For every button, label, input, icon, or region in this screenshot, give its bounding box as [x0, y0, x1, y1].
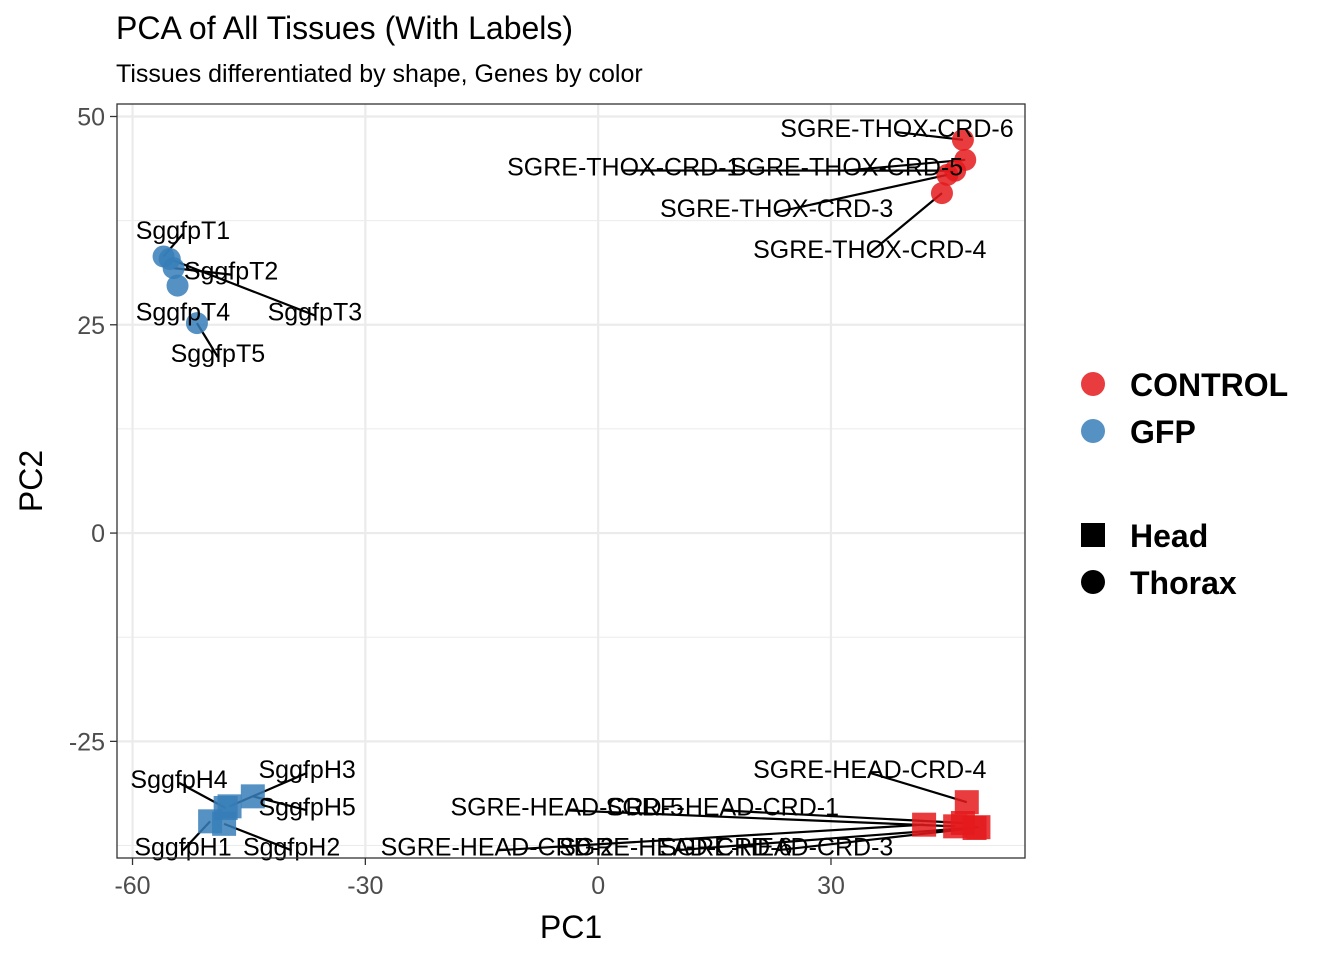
x-tick-label: -30	[347, 872, 383, 900]
point-label: SggfpT2	[184, 258, 279, 286]
legend-label-thorax: Thorax	[1130, 565, 1237, 601]
leader-line	[497, 823, 925, 852]
y-tick-label: 25	[77, 312, 105, 340]
point-label: SGRE-HEAD-CRD-1	[606, 793, 839, 821]
point-label: SGRE-HEAD-CRD-6	[559, 833, 792, 861]
point-label: SGRE-HEAD-CRD-4	[753, 756, 986, 784]
point-head	[912, 812, 937, 837]
point-label: SGRE-THOX-CRD-3	[660, 195, 893, 223]
legend-label-gfp: GFP	[1130, 414, 1196, 450]
point-label: SggfpH1	[134, 833, 231, 861]
point-head	[213, 796, 238, 821]
point-label: SggfpT3	[268, 298, 363, 326]
x-axis-title: PC1	[540, 909, 602, 945]
x-tick-label: 0	[591, 872, 605, 900]
point-label: SGRE-HEAD-CRD-3	[660, 833, 893, 861]
legend-key-thorax	[1081, 570, 1105, 594]
data-points	[152, 128, 991, 841]
x-axis-ticks: -60 -30 0 30	[114, 858, 845, 900]
point-labels: SGRE-THOX-CRD-6SGRE-THOX-CRD-5SGRE-THOX-…	[130, 115, 1013, 861]
leader-line	[169, 257, 316, 317]
legend-label-head: Head	[1130, 518, 1208, 554]
point-label: SggfpH3	[258, 756, 355, 784]
point-label: SGRE-THOX-CRD-6	[780, 115, 1013, 143]
point-label: SGRE-HEAD-CRD-2	[381, 833, 614, 861]
point-label: SGRE-HEAD-CRD-5	[450, 793, 683, 821]
point-label: SggfpT4	[136, 298, 231, 326]
y-tick-label: 50	[77, 103, 105, 131]
point-thorax	[166, 274, 189, 297]
panel-border	[116, 103, 1026, 859]
y-tick-label: -25	[69, 728, 105, 756]
point-thorax	[951, 128, 974, 151]
chart-subtitle: Tissues differentiated by shape, Genes b…	[116, 60, 643, 88]
point-label: SggfpH2	[243, 833, 340, 861]
y-axis-ticks: 50 25 0 -25	[69, 103, 117, 756]
major-gridlines	[117, 104, 1025, 858]
leader-line	[896, 131, 964, 141]
point-label: SGRE-THOX-CRD-5	[730, 153, 963, 181]
point-head	[954, 790, 979, 815]
legend-key-control	[1081, 372, 1105, 396]
point-label: SggfpT5	[171, 340, 266, 368]
x-tick-label: -60	[114, 872, 150, 900]
y-tick-label: 0	[91, 520, 105, 548]
legend-key-gfp	[1081, 419, 1105, 443]
leader-line	[776, 173, 948, 214]
y-axis-title: PC2	[13, 450, 49, 512]
point-thorax	[936, 163, 959, 186]
panel-background	[117, 104, 1025, 858]
plot-panel: SGRE-THOX-CRD-6SGRE-THOX-CRD-5SGRE-THOX-…	[116, 103, 1026, 861]
legend-key-head	[1081, 523, 1105, 547]
point-thorax	[930, 182, 953, 205]
point-label: SGRE-THOX-CRD-4	[753, 236, 986, 264]
leader-line	[869, 192, 943, 254]
point-label: SggfpH4	[130, 766, 227, 794]
legend: CONTROL GFP Head Thorax	[1081, 367, 1288, 601]
point-label: SggfpT1	[136, 217, 231, 245]
point-head	[962, 816, 987, 841]
point-thorax	[158, 247, 181, 270]
chart-title: PCA of All Tissues (With Labels)	[116, 10, 573, 46]
legend-label-control: CONTROL	[1130, 367, 1288, 403]
point-label: SggfpH5	[258, 793, 355, 821]
point-head	[240, 784, 265, 809]
leader-line	[846, 158, 966, 172]
point-thorax	[185, 312, 208, 335]
leader-line	[776, 826, 975, 852]
leader-line	[869, 771, 968, 804]
x-tick-label: 30	[817, 872, 845, 900]
point-label: SGRE-THOX-CRD-1	[507, 153, 740, 181]
leader-line	[567, 809, 956, 828]
